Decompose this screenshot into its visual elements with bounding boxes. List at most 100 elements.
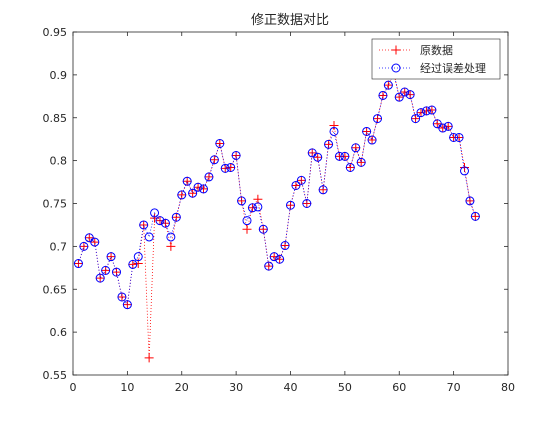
data-point-circle <box>237 196 247 206</box>
x-tick-label: 70 <box>447 381 461 394</box>
data-point-plus <box>182 176 192 186</box>
series-layer <box>73 68 480 363</box>
data-point-circle <box>302 199 312 208</box>
data-point-circle <box>454 132 464 142</box>
data-point-plus <box>318 185 328 195</box>
data-point-plus <box>367 135 377 145</box>
data-point-circle <box>378 90 388 100</box>
x-tick-label: 30 <box>229 381 243 394</box>
data-point-circle <box>144 232 154 242</box>
y-tick-label: 0.75 <box>43 198 68 211</box>
data-point-circle <box>296 175 306 185</box>
data-point-circle <box>367 135 377 145</box>
data-point-circle <box>247 203 257 213</box>
data-point-plus <box>454 132 464 142</box>
data-point-circle <box>411 114 421 124</box>
data-point-circle <box>150 208 160 218</box>
data-point-circle <box>264 261 274 271</box>
x-tick-label: 80 <box>501 381 515 394</box>
data-point-plus <box>122 300 132 310</box>
data-point-plus <box>470 211 480 221</box>
data-point-circle <box>112 267 121 277</box>
y-tick-label: 0.85 <box>43 112 68 125</box>
data-point-circle <box>160 218 170 228</box>
y-tick-label: 0.8 <box>50 155 68 168</box>
data-point-circle <box>128 259 138 269</box>
data-point-plus <box>340 151 350 161</box>
y-tick-label: 0.65 <box>43 283 68 296</box>
data-point-circle <box>432 119 442 129</box>
data-point-circle <box>166 232 176 242</box>
data-point-circle <box>199 184 208 194</box>
legend-marker-corrected <box>391 63 401 73</box>
y-tick-label: 0.9 <box>50 69 68 82</box>
series-line <box>78 71 476 306</box>
x-tick-label: 60 <box>392 381 406 394</box>
data-point-circle <box>155 216 165 226</box>
data-point-circle <box>362 126 372 136</box>
data-point-plus <box>280 241 290 251</box>
data-point-circle <box>139 220 149 230</box>
series-1 <box>73 68 480 310</box>
x-axis-ticks: 0 10 20 30 40 50 60 70 80 <box>70 32 515 394</box>
data-point-plus <box>144 353 154 363</box>
data-point-circle <box>204 172 214 182</box>
data-point-circle <box>101 265 111 275</box>
y-tick-label: 0.55 <box>43 369 68 382</box>
data-point-circle <box>231 150 241 160</box>
data-point-plus <box>383 80 393 90</box>
data-point-plus <box>427 105 437 115</box>
x-tick-label: 20 <box>175 381 189 394</box>
data-point-circle <box>460 166 469 176</box>
x-tick-label: 10 <box>120 381 134 394</box>
data-point-plus <box>171 212 181 222</box>
data-point-plus <box>296 175 306 185</box>
data-point-plus <box>199 184 208 194</box>
data-point-plus <box>188 188 198 198</box>
data-point-circle <box>443 121 453 131</box>
data-point-circle <box>307 148 317 158</box>
data-point-circle <box>275 254 285 264</box>
data-point-plus <box>269 252 279 262</box>
legend-label-original: 原数据 <box>420 43 453 57</box>
data-point-plus <box>79 241 89 251</box>
data-point-circle <box>400 87 410 97</box>
data-point-circle <box>95 273 105 283</box>
legend-box <box>371 38 501 80</box>
data-point-plus <box>345 162 355 172</box>
data-point-circle <box>427 105 437 115</box>
data-point-plus <box>329 120 339 130</box>
data-point-circle <box>280 241 290 251</box>
data-point-circle <box>122 300 132 310</box>
data-point-plus <box>324 139 334 149</box>
data-point-plus <box>215 138 225 148</box>
data-point-plus <box>258 224 268 234</box>
data-point-plus <box>416 108 426 118</box>
data-point-plus <box>226 162 236 172</box>
x-tick-label: 50 <box>338 381 352 394</box>
data-point-plus <box>362 126 372 136</box>
data-point-plus <box>237 196 247 206</box>
data-point-circle <box>258 224 268 234</box>
data-point-plus <box>128 259 138 269</box>
chart-title: 修正数据对比 <box>251 13 329 28</box>
data-point-plus <box>139 220 149 230</box>
data-point-circle <box>253 202 263 212</box>
data-point-plus <box>112 267 121 277</box>
data-point-circle <box>470 211 480 221</box>
data-point-circle <box>117 292 127 302</box>
data-point-circle <box>465 196 475 206</box>
x-tick-label: 40 <box>284 381 298 394</box>
data-point-plus <box>253 194 263 204</box>
data-point-circle <box>182 176 192 186</box>
data-point-circle <box>193 182 203 192</box>
data-point-plus <box>242 224 252 234</box>
data-point-circle <box>242 216 252 226</box>
data-point-circle <box>351 143 361 153</box>
data-point-circle <box>84 233 94 243</box>
legend-marker-original <box>391 45 401 55</box>
data-point-circle <box>340 151 350 161</box>
data-point-circle <box>345 162 355 172</box>
